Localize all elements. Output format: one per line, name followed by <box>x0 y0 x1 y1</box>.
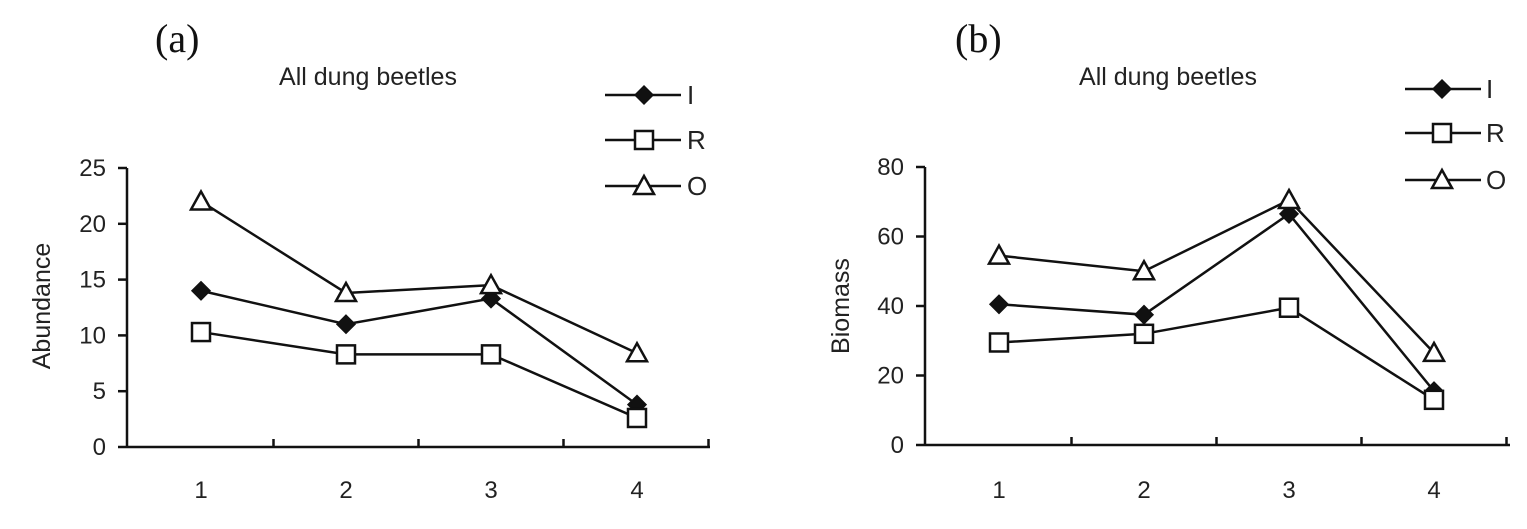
series-line-I <box>200 289 638 406</box>
y-tick-label: 20 <box>79 211 106 238</box>
legend-a: I R O <box>605 80 707 201</box>
legend-marker-square-icon <box>633 129 655 151</box>
x-tick-label: 3 <box>484 477 497 504</box>
y-tick-label: 0 <box>93 434 106 461</box>
y-tick-label: 40 <box>877 293 904 320</box>
legend-marker-square-icon <box>1431 122 1453 144</box>
data-point-R <box>335 344 357 365</box>
legend-item-a-I: I <box>605 80 694 110</box>
legend-item-b-I: I <box>1405 74 1493 104</box>
data-point-O <box>624 340 650 363</box>
series-line-I <box>998 212 1435 392</box>
x-tick-label: 4 <box>1427 477 1440 504</box>
legend-item-b-O: O <box>1405 165 1506 195</box>
data-point-I <box>335 314 357 335</box>
data-point-R <box>626 407 648 429</box>
chart-title-b: All dung beetles <box>1079 63 1257 91</box>
y-tick-label: 10 <box>79 322 106 349</box>
x-tick-label: 1 <box>992 477 1005 504</box>
data-point-R <box>988 332 1010 353</box>
x-tick-label: 3 <box>1282 477 1295 504</box>
data-point-I <box>1278 203 1300 224</box>
data-point-R <box>190 321 212 343</box>
data-point-O <box>1276 187 1302 210</box>
x-tick-label: 4 <box>630 477 643 504</box>
legend-marker-diamond-icon <box>633 84 655 106</box>
series-line-R <box>998 306 1435 401</box>
data-point-I <box>1133 304 1155 325</box>
data-point-O <box>188 188 214 211</box>
y-tick-label: 80 <box>877 154 904 181</box>
series-line-O <box>998 198 1435 354</box>
legend-item-a-R: R <box>605 125 706 155</box>
series-line-R <box>200 330 638 420</box>
y-tick-label: 60 <box>877 224 904 251</box>
series-line-O <box>200 200 638 355</box>
panel-label-a: (a) <box>155 16 199 61</box>
x-tick-label: 2 <box>1137 477 1150 504</box>
legend-b: I R O <box>1405 74 1506 195</box>
legend-label-b-I: I <box>1486 74 1493 104</box>
panel-label-b: (b) <box>955 16 1002 61</box>
legend-marker-diamond-icon <box>1431 78 1453 100</box>
chart-title-a: All dung beetles <box>279 63 457 91</box>
legend-label-a-R: R <box>687 125 706 155</box>
data-point-I <box>190 280 212 301</box>
y-axis-label-a: Abundance <box>28 243 56 370</box>
data-point-O <box>478 272 504 295</box>
x-tick-label: 1 <box>194 477 207 504</box>
y-tick-label: 25 <box>79 155 106 182</box>
legend-label-a-O: O <box>687 171 707 201</box>
y-tick-label: 5 <box>93 378 106 405</box>
axes-a: 0 5 10 15 20 25 1 2 3 4 <box>79 155 710 504</box>
legend-label-b-R: R <box>1486 118 1505 148</box>
y-tick-label: 0 <box>891 432 904 459</box>
legend-marker-triangle-icon <box>1429 167 1455 190</box>
series-group-b <box>986 187 1447 411</box>
legend-label-b-O: O <box>1486 165 1506 195</box>
data-point-O <box>986 243 1012 265</box>
data-point-O <box>1421 340 1447 363</box>
data-point-O <box>1131 258 1157 281</box>
data-point-R <box>1423 389 1445 411</box>
series-group-a <box>188 188 650 429</box>
legend-marker-triangle-icon <box>631 173 657 196</box>
legend-item-b-R: R <box>1405 118 1505 148</box>
legend-label-a-I: I <box>687 80 694 110</box>
data-point-I <box>988 294 1010 315</box>
data-point-O <box>333 280 359 303</box>
data-point-R <box>1133 323 1155 345</box>
y-tick-label: 20 <box>877 363 904 390</box>
panel-a: (a) All dung beetles Abundance 0 5 10 15 20 2… <box>28 16 710 504</box>
x-tick-label: 2 <box>339 477 352 504</box>
data-point-R <box>480 344 502 365</box>
y-axis-label-b: Biomass <box>827 258 855 354</box>
panel-b: (b) All dung beetles Biomass 0 20 40 60 80 1 2… <box>827 16 1510 504</box>
y-tick-label: 15 <box>79 267 106 294</box>
data-point-R <box>1278 297 1300 318</box>
axes-b: 0 20 40 60 80 1 2 3 4 <box>877 154 1510 504</box>
legend-item-a-O: O <box>605 171 707 201</box>
